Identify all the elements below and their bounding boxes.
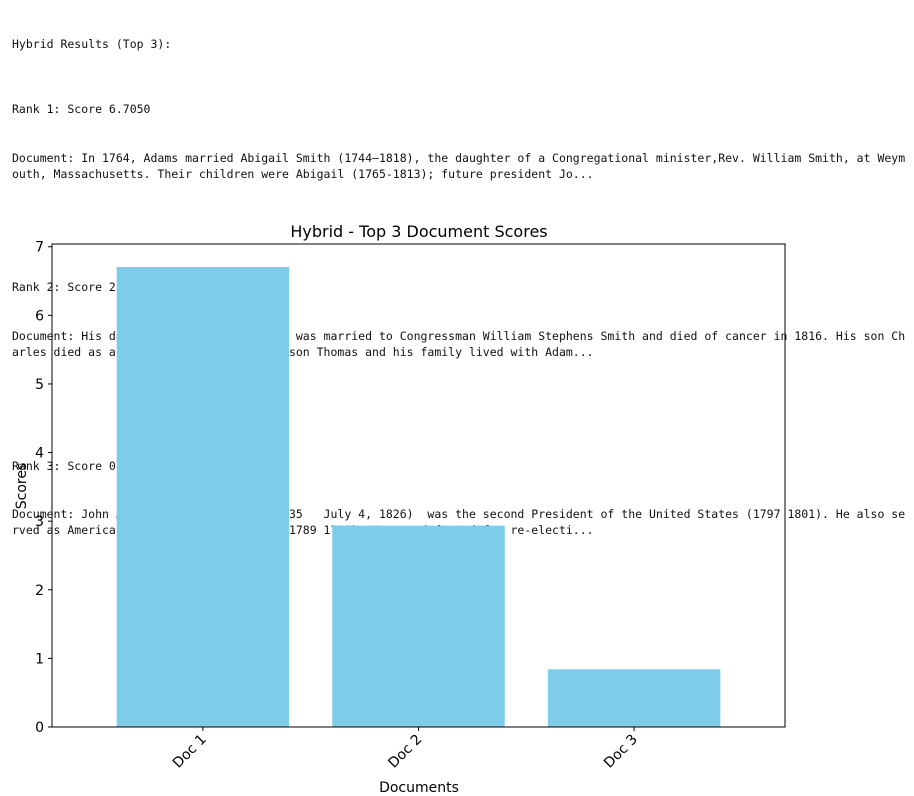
- x-axis-label: Documents: [379, 780, 459, 796]
- y-tick-label: 7: [35, 240, 44, 256]
- y-tick-label: 4: [35, 446, 44, 462]
- plot-area: 0 1 2 3 4 5 6 7 Doc 1 Doc 2 Doc 3: [35, 240, 721, 772]
- x-tick-label: Doc 3: [601, 732, 641, 772]
- y-axis-label: Scores: [14, 463, 30, 510]
- y-tick-label: 5: [35, 377, 44, 393]
- results-header: Hybrid Results (Top 3):: [12, 37, 172, 52]
- result-rank-line: Rank 1: Score 6.7050: [12, 102, 151, 117]
- bar: [547, 669, 721, 727]
- y-tick-label: 0: [35, 720, 44, 736]
- x-tick-label: Doc 1: [170, 732, 210, 772]
- y-tick-label: 1: [35, 651, 44, 667]
- bar: [332, 525, 505, 727]
- bar: [116, 266, 290, 727]
- y-tick-label: 2: [35, 583, 44, 599]
- y-tick-label: 6: [35, 308, 44, 324]
- result-document-text: Document: In 1764, Adams married Abigail…: [12, 150, 906, 182]
- x-tick-label: Doc 2: [385, 732, 425, 772]
- plot-frame: [51, 243, 786, 728]
- chart-title: Hybrid - Top 3 Document Scores: [290, 222, 547, 241]
- y-tick-label: 3: [35, 514, 44, 530]
